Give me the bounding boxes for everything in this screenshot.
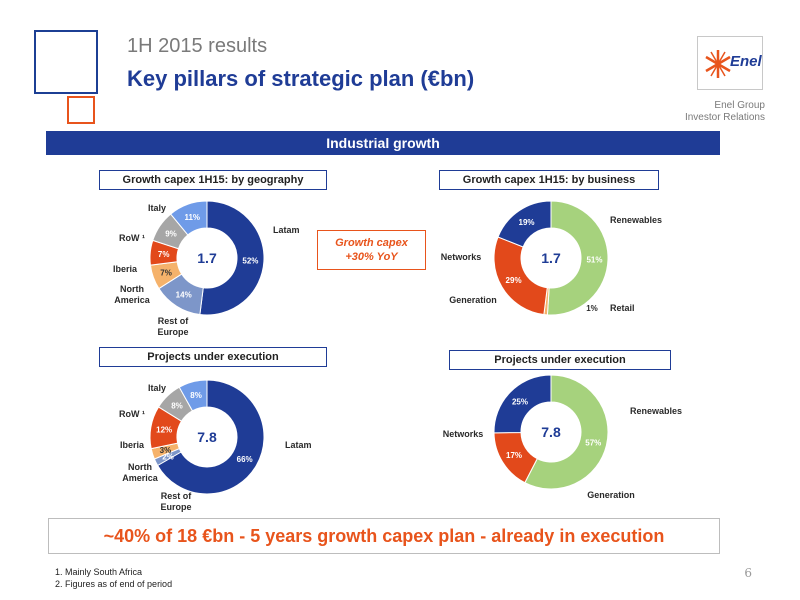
pct-north-america: 3% [160,446,172,455]
donut-geo-projects: 66% 2%3% 12% 8% 8% 7.8 [149,379,265,495]
label-iberia-2: Iberia [120,440,145,450]
pct-renewables: 51% [586,255,602,264]
company-line-2: Investor Relations [684,112,765,123]
pct-row: 8% [171,402,183,411]
donut-bus-capex: 51% 29% 19% 1.7 [493,200,609,316]
pct-row: 9% [165,230,177,239]
decor-square-orange [67,96,95,124]
pct-renewables: 57% [585,438,601,447]
footnote-2: 2. Figures as of end of period [55,579,173,589]
donut-total: 1.7 [541,250,561,266]
footnotes: 1. Mainly South Africa 2. Figures as of … [55,566,172,590]
slide-title: Key pillars of strategic plan (€bn) [127,66,475,91]
pct-iberia: 7% [158,250,170,259]
label-renewables-2: Renewables [630,406,682,416]
slice-networks [497,200,552,248]
pct-italy: 11% [184,213,200,222]
callout-line-1: Growth capex [335,237,408,249]
label-renewables: Renewables [610,215,662,225]
pct-north-america: 7% [160,269,172,278]
pct-italy: 8% [190,391,202,400]
slide-subtitle: 1H 2015 results [127,35,268,57]
pct-retail: 1% [586,304,598,313]
pct-networks: 19% [519,218,535,227]
pct-rest-of-europe: 2% [162,452,174,461]
label-north-america-2: North America [122,462,159,483]
section-banner: Industrial growth [46,131,720,155]
label-iberia: Iberia [113,264,138,274]
label-generation-2: Generation [587,490,635,500]
donut-geo-capex: 52% 14% 7% 7% 9% 11% 1.7 [149,200,265,316]
label-rest-of-europe-2: Rest of Europe [160,491,192,512]
enel-logo: Enel [697,36,763,90]
geo-projects-title: Projects under execution [99,347,327,367]
label-networks: Networks [441,252,482,262]
label-generation: Generation [449,295,497,305]
donut-bus-projects: 57% 17% 25% 7.8 [493,374,609,490]
slice-generation [493,236,548,316]
donut-total: 7.8 [541,424,561,440]
label-retail: Retail [610,303,635,313]
label-row: RoW ¹ [119,233,145,243]
enel-logo-icon [705,50,731,78]
pct-generation: 29% [506,276,522,285]
slice-latam [156,379,265,495]
callout-line-2: +30% YoY [345,251,398,263]
slice-italy [169,200,208,236]
company-name: Enel Group Investor Relations [685,100,765,124]
company-line-1: Enel Group [714,100,765,111]
pct-latam: 66% [237,455,253,464]
footnote-1: 1. Mainly South Africa [55,567,143,577]
label-italy-2: Italy [148,383,166,393]
label-latam-2: Latam [285,440,312,450]
page-number: 6 [744,566,752,580]
geo-capex-title: Growth capex 1H15: by geography [99,170,327,190]
pct-iberia: 12% [156,425,172,434]
label-north-america: North America [114,284,151,305]
donut-total: 7.8 [197,429,217,445]
slice-latam [199,200,265,316]
slice-renewables [524,374,609,490]
logo-text: Enel [730,53,762,70]
label-networks-2: Networks [443,429,484,439]
decor-square-blue [34,30,98,94]
label-italy: Italy [148,203,166,213]
label-rest-of-europe: Rest of Europe [157,316,189,337]
slice-italy [178,379,208,412]
pct-latam: 52% [242,257,258,266]
donut-total: 1.7 [197,250,217,266]
bus-capex-title: Growth capex 1H15: by business [439,170,659,190]
bus-projects-title: Projects under execution [449,350,671,370]
slice-renewables [546,200,609,316]
summary-highlight: ~40% of 18 €bn - 5 years growth capex pl… [48,518,720,554]
label-latam: Latam [273,225,300,235]
slice-networks [493,374,552,434]
growth-callout: Growth capex +30% YoY [317,230,426,270]
pct-generation: 17% [506,451,522,460]
label-row-2: RoW ¹ [119,409,145,419]
pct-networks: 25% [512,397,528,406]
pct-rest-of-europe: 14% [176,291,192,300]
